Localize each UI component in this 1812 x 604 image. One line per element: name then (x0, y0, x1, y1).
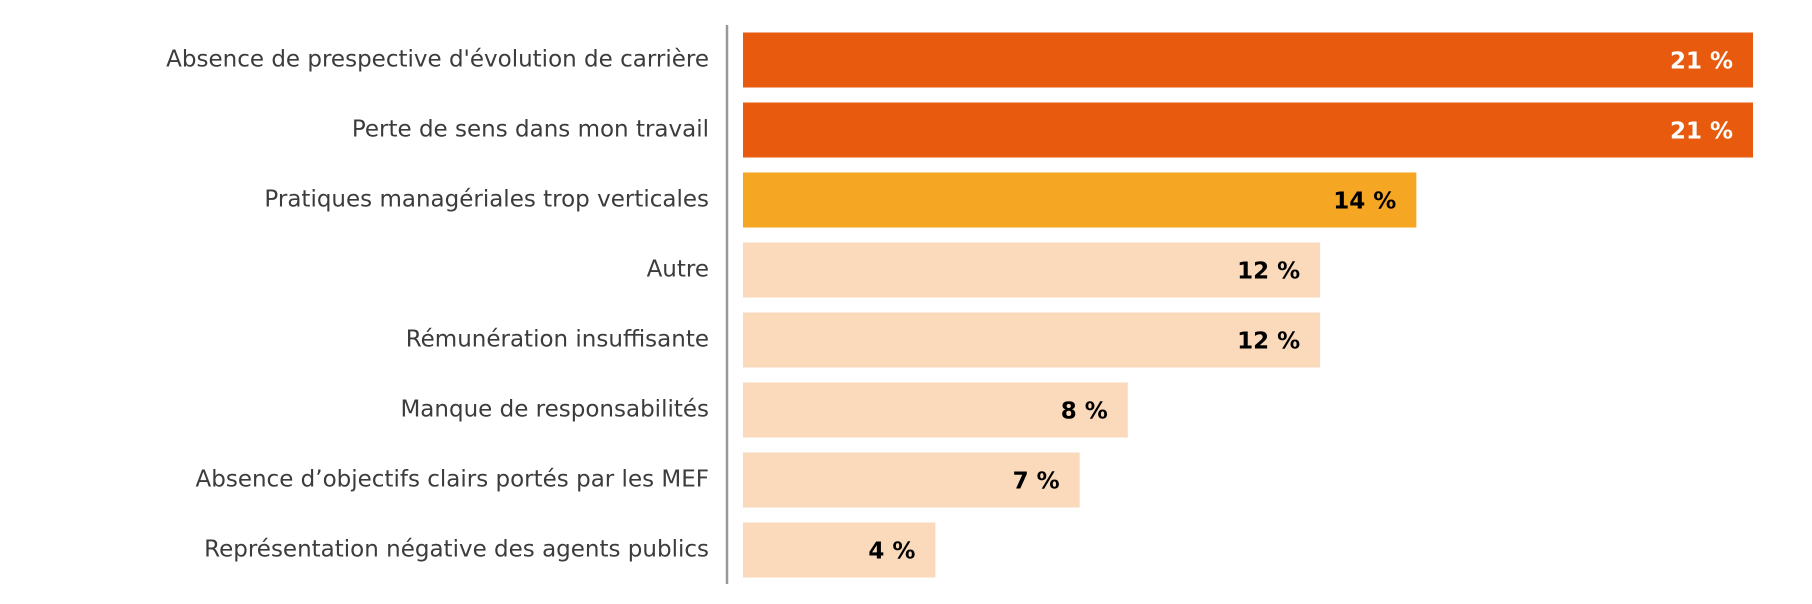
value-label: 12 % (1237, 259, 1300, 285)
category-label: Manque de responsabilités (400, 397, 709, 423)
value-label: 21 % (1670, 119, 1733, 145)
bar (743, 102, 1753, 158)
bar (743, 172, 1417, 228)
category-label: Représentation négative des agents publi… (204, 537, 709, 563)
bar (743, 242, 1321, 298)
category-label: Pratiques managériales trop verticales (264, 187, 709, 213)
value-label: 12 % (1237, 329, 1300, 355)
value-label: 8 % (1061, 399, 1108, 425)
category-label: Perte de sens dans mon travail (352, 117, 709, 143)
bar (743, 522, 936, 578)
bar (743, 32, 1753, 88)
category-label: Rémunération insuffisante (406, 327, 709, 353)
value-label: 14 % (1333, 189, 1396, 215)
value-label: 7 % (1013, 469, 1060, 495)
category-label: Absence de prespective d'évolution de ca… (166, 47, 709, 73)
value-label: 21 % (1670, 49, 1733, 75)
value-label: 4 % (868, 539, 915, 565)
bar (743, 312, 1321, 368)
category-label: Autre (647, 257, 709, 283)
category-label: Absence d’objectifs clairs portés par le… (196, 467, 709, 493)
bar (743, 382, 1128, 438)
bar (743, 452, 1080, 508)
